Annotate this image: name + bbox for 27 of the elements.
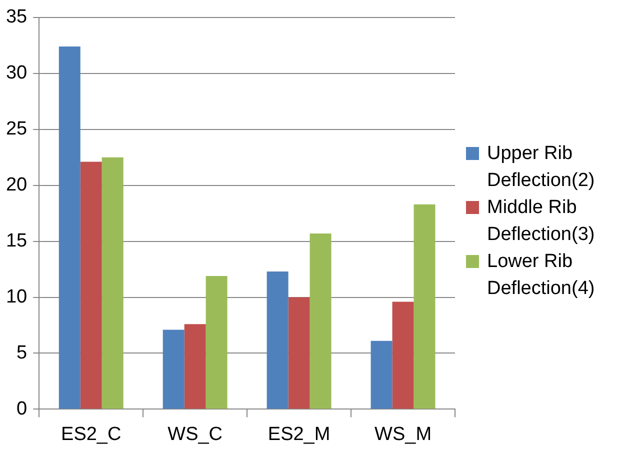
bar	[184, 324, 206, 409]
legend-label: Lower Rib Deflection(4)	[487, 250, 595, 301]
bar	[80, 162, 102, 409]
x-tick-label: ES2_M	[268, 424, 330, 445]
y-tick-label: 25	[6, 118, 28, 140]
bar	[392, 302, 414, 409]
y-tick-label: 35	[6, 6, 28, 28]
y-tick-label: 0	[16, 398, 28, 420]
y-tick-label: 15	[6, 230, 28, 252]
y-tick-label: 30	[6, 62, 28, 84]
legend-label: Upper Rib Deflection(2)	[487, 142, 595, 193]
bar	[288, 297, 310, 409]
x-tick-label: WS_C	[168, 424, 223, 445]
bar	[370, 340, 392, 409]
bar	[58, 46, 80, 409]
bar	[206, 276, 228, 409]
y-tick-label: 5	[16, 342, 28, 364]
bar	[266, 272, 288, 409]
y-tick-label: 20	[6, 174, 28, 196]
bar	[102, 157, 124, 409]
x-tick-label: WS_M	[374, 424, 432, 445]
y-tick-label: 10	[6, 286, 28, 308]
legend-label: Middle Rib Deflection(3)	[487, 196, 595, 247]
bar	[162, 330, 184, 409]
bar	[414, 204, 436, 409]
bar	[310, 233, 332, 409]
x-tick-label: ES2_C	[61, 424, 122, 445]
